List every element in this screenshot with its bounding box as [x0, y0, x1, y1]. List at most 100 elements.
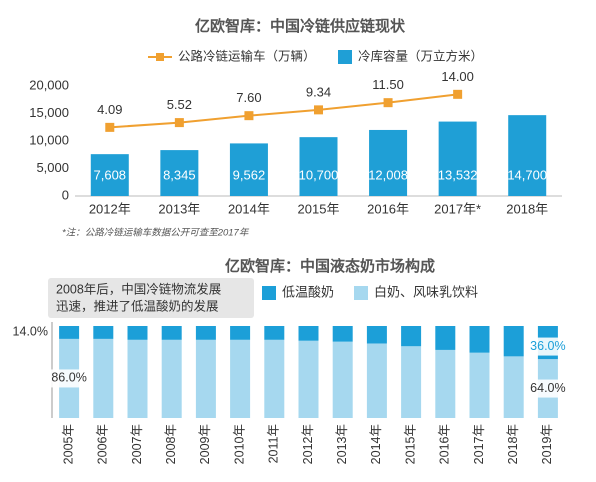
line-marker — [453, 89, 463, 99]
bar-segment — [298, 340, 319, 418]
bar-segment — [161, 326, 182, 340]
bar-segment — [366, 326, 387, 344]
data-label: 10,700 — [299, 167, 339, 182]
data-label: 14,700 — [507, 167, 547, 182]
bar-segment — [469, 326, 490, 353]
legend-marker — [156, 53, 164, 61]
bar-segment — [503, 356, 524, 418]
x-tick-label: 2015年 — [298, 201, 340, 216]
x-tick-label: 2005年 — [61, 424, 75, 464]
bar — [508, 115, 547, 196]
annotation-box — [48, 278, 254, 318]
data-label: 86.0% — [51, 371, 86, 385]
data-label: 7,608 — [94, 167, 127, 182]
bar-segment — [366, 343, 387, 418]
data-label: 12,008 — [368, 167, 408, 182]
data-label: 13,532 — [438, 167, 478, 182]
line-marker — [383, 98, 393, 108]
bar-segment — [230, 326, 251, 340]
x-tick-label: 2016年 — [438, 424, 452, 464]
x-tick-label: 2007年 — [130, 424, 144, 464]
bar-segment — [127, 326, 148, 340]
x-tick-label: 2018年 — [506, 201, 548, 216]
line — [109, 93, 458, 129]
bar — [229, 143, 268, 196]
bar — [438, 121, 477, 196]
y-tick-label: 0 — [62, 187, 69, 202]
legend-label: 冷库容量（万立方米） — [358, 48, 483, 63]
bar-segment — [435, 349, 456, 418]
annotation: 迅速，推进了低温酸奶的发展 — [56, 298, 219, 313]
y-tick-label: 20,000 — [29, 77, 69, 92]
x-tick-label: 2013年 — [335, 424, 349, 464]
data-label: 9,562 — [233, 167, 266, 182]
data-label: 9.34 — [306, 84, 331, 99]
line-marker — [244, 111, 254, 121]
note: *注：公路冷链运输车数据公开可查至2017年 — [62, 227, 250, 239]
data-label: 8,345 — [163, 167, 196, 182]
bar-segment — [264, 326, 285, 340]
data-label: 14.0% — [13, 324, 48, 338]
x-tick-label: 2014年 — [369, 424, 383, 464]
y-tick-label: 5,000 — [36, 160, 69, 175]
x-tick-label: 2017年* — [434, 201, 481, 216]
bar-segment — [332, 326, 353, 342]
bar-segment — [93, 326, 114, 339]
data-label: 7.60 — [236, 90, 261, 105]
y-tick-label: 15,000 — [29, 105, 69, 120]
bar-segment — [195, 326, 216, 340]
x-tick-label: 2010年 — [232, 424, 246, 464]
x-tick-label: 2014年 — [228, 201, 270, 216]
bar-segment — [195, 339, 216, 418]
x-tick-label: 2015年 — [403, 424, 417, 464]
bar-segment — [401, 326, 422, 347]
bar-segment — [298, 326, 319, 341]
legend-label: 白奶、风味乳饮料 — [374, 284, 478, 299]
bar — [160, 150, 199, 196]
data-label: 4.09 — [97, 102, 122, 117]
bar-segment — [332, 341, 353, 418]
x-tick-label: 2011年 — [267, 424, 281, 463]
data-label: 64.0% — [530, 381, 565, 395]
x-tick-label: 2018年 — [506, 424, 520, 464]
y-tick-label: 10,000 — [29, 132, 69, 147]
bar-segment — [469, 352, 490, 418]
data-label: 14.00 — [441, 69, 474, 84]
x-tick-label: 2012年 — [89, 201, 131, 216]
chart-title: 亿欧智库：中国液态奶市场构成 — [225, 257, 435, 275]
data-label-bg — [49, 369, 90, 388]
bar — [299, 137, 338, 196]
legend-swatch — [338, 50, 352, 64]
line-marker — [314, 105, 323, 115]
legend-swatch — [354, 286, 368, 300]
x-tick-label: 2016年 — [367, 201, 409, 216]
legend-label: 公路冷链运输车（万辆） — [178, 48, 316, 63]
x-tick-label: 2019年 — [540, 424, 554, 464]
x-tick-label: 2017年 — [472, 424, 486, 464]
chart-title: 亿欧智库：中国冷链供应链现状 — [195, 17, 406, 35]
legend-swatch — [262, 286, 276, 300]
bar-segment — [264, 339, 285, 418]
bar-segment — [435, 326, 456, 350]
bar-segment — [93, 338, 114, 418]
data-label-bg — [527, 379, 568, 398]
bar-segment — [503, 326, 524, 357]
data-label-bg — [527, 337, 568, 356]
bar-segment — [127, 339, 148, 418]
data-label: 5.52 — [167, 97, 192, 112]
bar-segment — [161, 339, 182, 418]
x-tick-label: 2008年 — [164, 424, 178, 464]
annotation: 2008年后，中国冷链物流发展 — [56, 281, 221, 296]
data-label: 11.50 — [372, 77, 404, 92]
line-marker — [174, 118, 184, 128]
line-marker — [105, 122, 115, 132]
bar — [369, 129, 408, 196]
bar-segment — [230, 339, 251, 418]
x-tick-label: 2012年 — [301, 424, 315, 464]
legend-label: 低温酸奶 — [282, 284, 334, 299]
x-tick-label: 2006年 — [96, 424, 110, 464]
bar-segment — [401, 346, 422, 418]
bar-segment — [59, 326, 80, 339]
x-tick-label: 2013年 — [158, 201, 200, 216]
